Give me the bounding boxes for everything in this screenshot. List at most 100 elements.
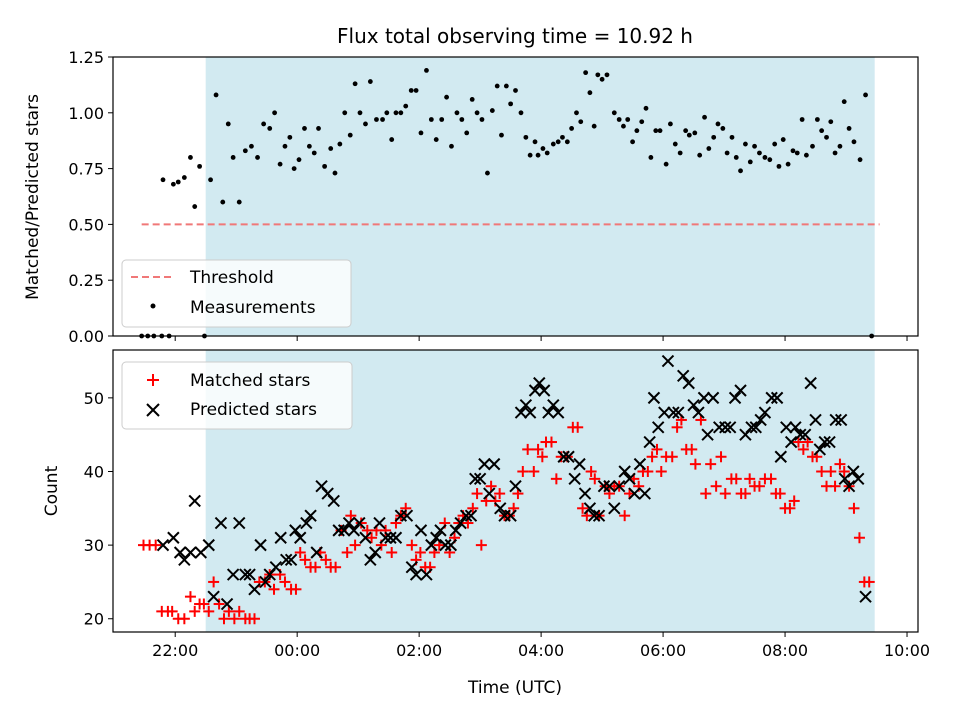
measurement-point-146 (863, 92, 868, 98)
measurement-point-145 (857, 157, 863, 163)
matched-star-35 (320, 554, 332, 566)
matched-star-14 (213, 598, 225, 610)
measurement-point-137 (819, 128, 825, 134)
measurement-point-106 (672, 141, 678, 147)
matched-star-87 (572, 421, 584, 433)
measurement-point-138 (824, 134, 829, 140)
matched-star-41 (349, 539, 361, 551)
matched-star-82 (545, 436, 557, 448)
matched-star-80 (536, 451, 548, 463)
measurement-point-48 (393, 110, 399, 116)
measurement-point-110 (692, 130, 698, 136)
measurement-point-11 (192, 204, 198, 209)
bottom-panel: 20 30 40 50 22:00 00:00 02:00 04:00 06:00 08:00 10… (42, 349, 930, 698)
predicted-star-121 (784, 435, 798, 449)
measurement-point-141 (837, 143, 843, 149)
measurement-point-50 (403, 103, 409, 109)
predicted-star-125 (804, 376, 817, 390)
measurement-point-49 (398, 110, 404, 116)
predicted-star-123 (794, 428, 807, 441)
measurement-point-71 (508, 101, 514, 107)
measurement-point-76 (532, 139, 538, 145)
predicted-star-84 (597, 480, 611, 493)
top-y-axis-label: Matched/Predicted stars (23, 94, 43, 300)
measurement-point-130 (785, 161, 791, 167)
predicted-star-92 (638, 487, 651, 500)
measurement-point-19 (242, 148, 248, 154)
matched-star-5 (166, 605, 178, 617)
matched-star-148 (863, 576, 875, 588)
matched-star-77 (522, 443, 534, 455)
measurement-point-9 (181, 175, 187, 180)
predicted-star-30 (327, 494, 340, 508)
predicted-star-100 (677, 369, 690, 382)
measurement-point-17 (230, 155, 236, 160)
matched-star-146 (853, 532, 865, 544)
matched-star-12 (203, 605, 215, 617)
matched-star-39 (341, 546, 353, 558)
measurement-point-128 (776, 163, 782, 169)
measurement-point-27 (287, 134, 293, 140)
measurement-point-83 (564, 139, 570, 145)
measurement-point-133 (799, 117, 805, 122)
predicted-star-73 (542, 406, 555, 419)
bottom-y-tick-label-1: 30 (84, 536, 104, 555)
measurement-point-86 (578, 119, 584, 125)
measurement-point-35 (328, 146, 334, 151)
predicted-star-23 (289, 524, 302, 537)
matched-star-65 (467, 502, 479, 514)
measurement-point-108 (683, 128, 689, 134)
matched-star-37 (330, 561, 342, 573)
predicted-star-16 (254, 538, 267, 552)
predicted-star-88 (618, 465, 631, 478)
matched-star-31 (299, 554, 311, 566)
measurement-point-122 (747, 159, 753, 165)
predicted-star-0 (156, 538, 170, 552)
measurement-point-59 (449, 143, 454, 149)
measurements-legend-swatch (150, 303, 156, 309)
predicted-star-47 (414, 524, 428, 537)
matched-star-27 (279, 576, 291, 588)
top-y-tick-label-4: 1.00 (68, 104, 104, 123)
matched-star-33 (309, 561, 321, 573)
predicted-star-12 (233, 516, 246, 530)
measurement-point-85 (574, 110, 579, 116)
predicted-star-36 (359, 531, 372, 544)
predicted-star-61 (483, 487, 496, 500)
predicted-star-124 (798, 428, 812, 441)
measurement-point-60 (454, 110, 460, 116)
matched-star-111 (686, 443, 698, 455)
predicted-star-62 (487, 457, 501, 471)
measurement-point-113 (706, 146, 712, 151)
measurement-point-51 (408, 88, 414, 93)
measurement-point-15 (220, 199, 226, 205)
measurement-point-136 (814, 117, 820, 122)
measurement-point-90 (595, 72, 601, 78)
measurement-point-57 (439, 117, 445, 122)
measurement-point-102 (653, 128, 659, 134)
predicted-star-46 (409, 568, 423, 581)
measurement-point-10 (188, 155, 193, 160)
matched-star-115 (705, 458, 717, 470)
matched-star-29 (290, 583, 302, 595)
measurement-point-14 (213, 92, 219, 98)
predicted-star-95 (651, 421, 665, 434)
predicted-star-111 (734, 384, 747, 397)
predicted-star-131 (834, 413, 848, 427)
predicted-star-102 (687, 399, 700, 412)
measurement-point-129 (780, 137, 786, 142)
measurement-point-127 (772, 141, 778, 147)
measurement-point-21 (255, 155, 260, 160)
measurement-point-31 (306, 143, 312, 149)
measurement-point-97 (630, 139, 635, 145)
matched-star-88 (577, 502, 589, 514)
measurement-point-42 (363, 121, 368, 127)
predicted-star-98 (667, 406, 680, 419)
predicted-star-24 (294, 531, 307, 544)
matched-star-17 (228, 613, 240, 625)
top-axes-frame (112, 56, 919, 337)
predicted-star-8 (207, 590, 220, 603)
measurement-point-29 (296, 157, 302, 163)
predicted-star-106 (706, 391, 720, 405)
predicted-star-80 (578, 487, 592, 500)
